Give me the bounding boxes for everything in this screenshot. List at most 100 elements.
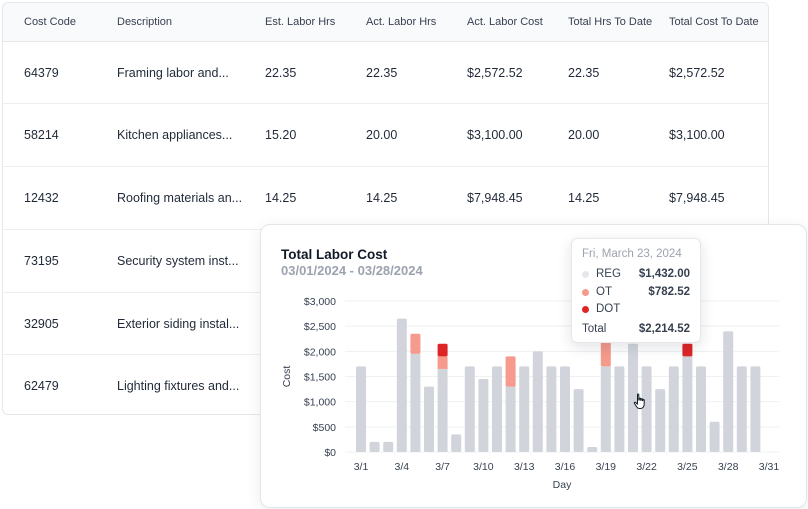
bar-segment-reg[interactable] [492,366,502,452]
bar-segment-reg[interactable] [546,366,557,452]
description-cell: Security system inst... [117,254,239,268]
bar-segment-dot[interactable] [682,343,693,357]
cost-code-cell: 58214 [24,128,59,142]
bar-segment-reg[interactable] [709,421,720,452]
labor-cost-bar-chart[interactable]: $0 $500 $1,000 $1,500 $2,000 $2,500 $3,000 Cost… [261,225,808,509]
tooltip-label: DOT [596,303,621,315]
bar-segment-reg[interactable] [464,366,475,452]
total-cost-cell: $2,572.52 [669,66,725,80]
bar-segment-reg[interactable] [668,366,679,452]
cost-code-cell: 32905 [24,317,59,331]
x-tick-label: 3/31 [759,461,780,473]
est-labor-hrs-cell: 15.20 [265,128,297,142]
labor-cost-chart-card: Total Labor Cost 03/01/2024 - 03/28/2024… [260,224,807,508]
column-header-total-cost-to-date[interactable]: Total Cost To Date [669,16,759,28]
bar-segment-reg[interactable] [587,446,598,452]
y-tick-label: $0 [324,447,336,459]
bar-segment-ot[interactable] [437,356,448,369]
x-tick-label: 3/16 [555,461,576,473]
bar-segment-reg[interactable] [396,318,407,452]
x-tick-label: 3/22 [636,461,657,473]
tooltip-value: $782.52 [648,286,690,298]
column-header-act-labor-cost[interactable]: Act. Labor Cost [467,16,543,28]
act-labor-cost-cell: $7,948.45 [467,191,523,205]
bar-segment-reg[interactable] [641,366,652,452]
bar-segment-reg[interactable] [600,366,611,452]
cost-code-cell: 73195 [24,254,59,268]
cost-code-cell: 12432 [24,191,59,205]
column-header-act-labor-hrs[interactable]: Act. Labor Hrs [366,16,437,28]
chart-title: Total Labor Cost [281,247,388,262]
x-axis-label: Day [553,479,572,491]
y-tick-label: $2,500 [304,321,336,333]
bar-segment-reg[interactable] [750,366,761,452]
x-tick-label: 3/1 [354,461,369,473]
description-cell: Lighting fixtures and... [117,379,240,393]
bar-segment-reg[interactable] [614,366,625,452]
tooltip-row-total: Total $2,214.52 [582,323,690,337]
bar-segment-reg[interactable] [383,441,394,452]
ot-legend-dot [582,289,589,296]
bar-segment-ot[interactable] [505,356,516,387]
bar-segment-reg[interactable] [424,386,434,452]
y-tick-label: $1,500 [304,372,336,384]
total-cost-cell: $7,948.45 [669,191,725,205]
y-tick-label: $3,000 [304,296,336,308]
act-labor-cost-cell: $3,100.00 [467,128,523,142]
tooltip-value: $1,432.00 [638,268,690,280]
table-row[interactable]: 12432 Roofing materials an... 14.25 14.2… [3,166,768,230]
hand-cursor-icon [633,393,645,409]
x-tick-label: 3/19 [596,461,617,473]
total-cost-cell: $3,100.00 [669,128,725,142]
cost-code-cell: 64379 [24,66,59,80]
bar-segment-reg[interactable] [723,331,734,452]
tooltip-label: REG [596,268,621,280]
table-row[interactable]: 62479 Lighting fixtures and... [3,354,768,414]
bar-segment-reg[interactable] [736,366,747,452]
tooltip-label: OT [596,286,612,298]
y-tick-label: $2,000 [304,346,336,358]
bar-segment-reg[interactable] [437,368,448,452]
column-header-cost-code[interactable]: Cost Code [24,16,76,28]
total-hrs-cell: 20.00 [568,128,600,142]
y-tick-label: $500 [313,422,337,434]
bar-segment-ot[interactable] [410,333,421,354]
bar-segment-reg[interactable] [451,434,462,452]
bar-segment-reg[interactable] [519,366,530,452]
x-tick-label: 3/28 [718,461,739,473]
bar-segment-reg[interactable] [682,356,693,452]
bar-segment-reg[interactable] [696,366,706,452]
x-tick-label: 3/10 [473,461,494,473]
column-header-description[interactable]: Description [117,16,173,28]
column-header-est-labor-hrs[interactable]: Est. Labor Hrs [265,16,336,28]
bar-segment-ot[interactable] [600,341,611,367]
bar-segment-reg[interactable] [410,353,421,452]
bar-segment-reg[interactable] [655,389,666,452]
bar-segment-reg[interactable] [560,366,570,452]
description-cell: Exterior siding instal... [117,317,240,331]
y-tick-label: $1,000 [304,397,336,409]
column-header-total-hrs-to-date[interactable]: Total Hrs To Date [568,16,653,28]
bar-segment-reg[interactable] [369,441,380,452]
bar-segment-dot[interactable] [437,343,448,357]
tooltip-row-dot: DOT [582,303,690,317]
description-cell: Roofing materials an... [117,191,243,205]
chart-date-range: 03/01/2024 - 03/28/2024 [281,263,423,278]
tooltip-row-ot: OT $782.52 [582,286,690,300]
total-hrs-cell: 22.35 [568,66,600,80]
table-header: Cost Code Description Est. Labor Hrs Act… [3,3,768,42]
tooltip-total-label: Total [582,323,607,335]
est-labor-hrs-cell: 22.35 [265,66,297,80]
bar-segment-reg[interactable] [532,351,543,452]
table-row[interactable]: 58214 Kitchen appliances... 15.20 20.00 … [3,103,768,167]
bar-segment-reg[interactable] [356,366,366,452]
bar-segment-reg[interactable] [478,379,489,452]
tooltip-date: Fri, March 23, 2024 [582,248,682,260]
bar-segment-reg[interactable] [505,386,516,452]
bar-segment-reg[interactable] [573,389,584,452]
x-tick-label: 3/25 [677,461,698,473]
table-row[interactable]: 64379 Framing labor and... 22.35 22.35 $… [3,41,768,104]
cost-code-cell: 62479 [24,379,59,393]
act-labor-hrs-cell: 14.25 [366,191,398,205]
bar-segment-reg[interactable] [628,343,638,452]
